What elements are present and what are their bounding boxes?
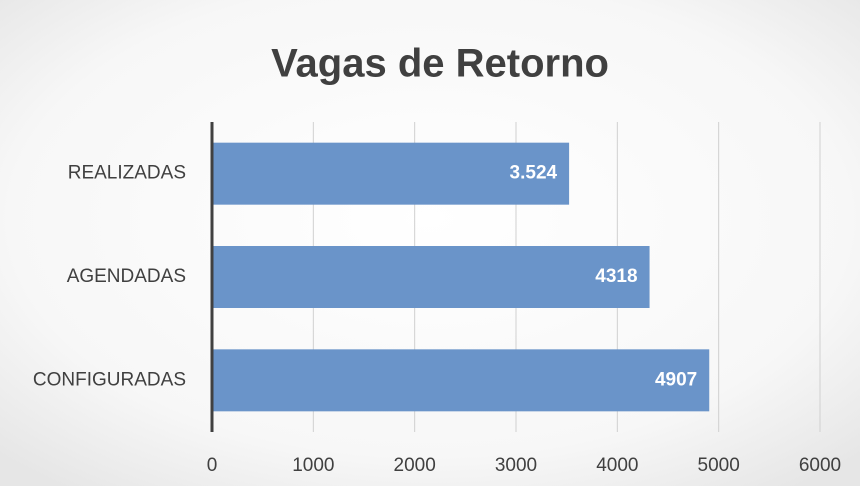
bar xyxy=(212,246,650,308)
x-tick-label: 6000 xyxy=(799,455,841,476)
chart-title: Vagas de Retorno xyxy=(271,42,609,86)
data-label: 4318 xyxy=(595,266,637,287)
y-tick-label: CONFIGURADAS xyxy=(33,369,186,390)
y-tick-label: REALIZADAS xyxy=(68,163,186,184)
x-tick-label: 5000 xyxy=(698,455,740,476)
x-tick-label: 2000 xyxy=(394,455,436,476)
x-tick-label: 4000 xyxy=(596,455,638,476)
x-tick-label: 1000 xyxy=(292,455,334,476)
bar xyxy=(212,142,570,205)
data-label: 3.524 xyxy=(510,163,558,184)
y-tick-label: AGENDADAS xyxy=(67,266,186,287)
x-tick-label: 0 xyxy=(207,455,218,476)
data-label: 4907 xyxy=(655,369,697,390)
x-tick-label: 3000 xyxy=(495,455,537,476)
bar xyxy=(212,349,710,412)
